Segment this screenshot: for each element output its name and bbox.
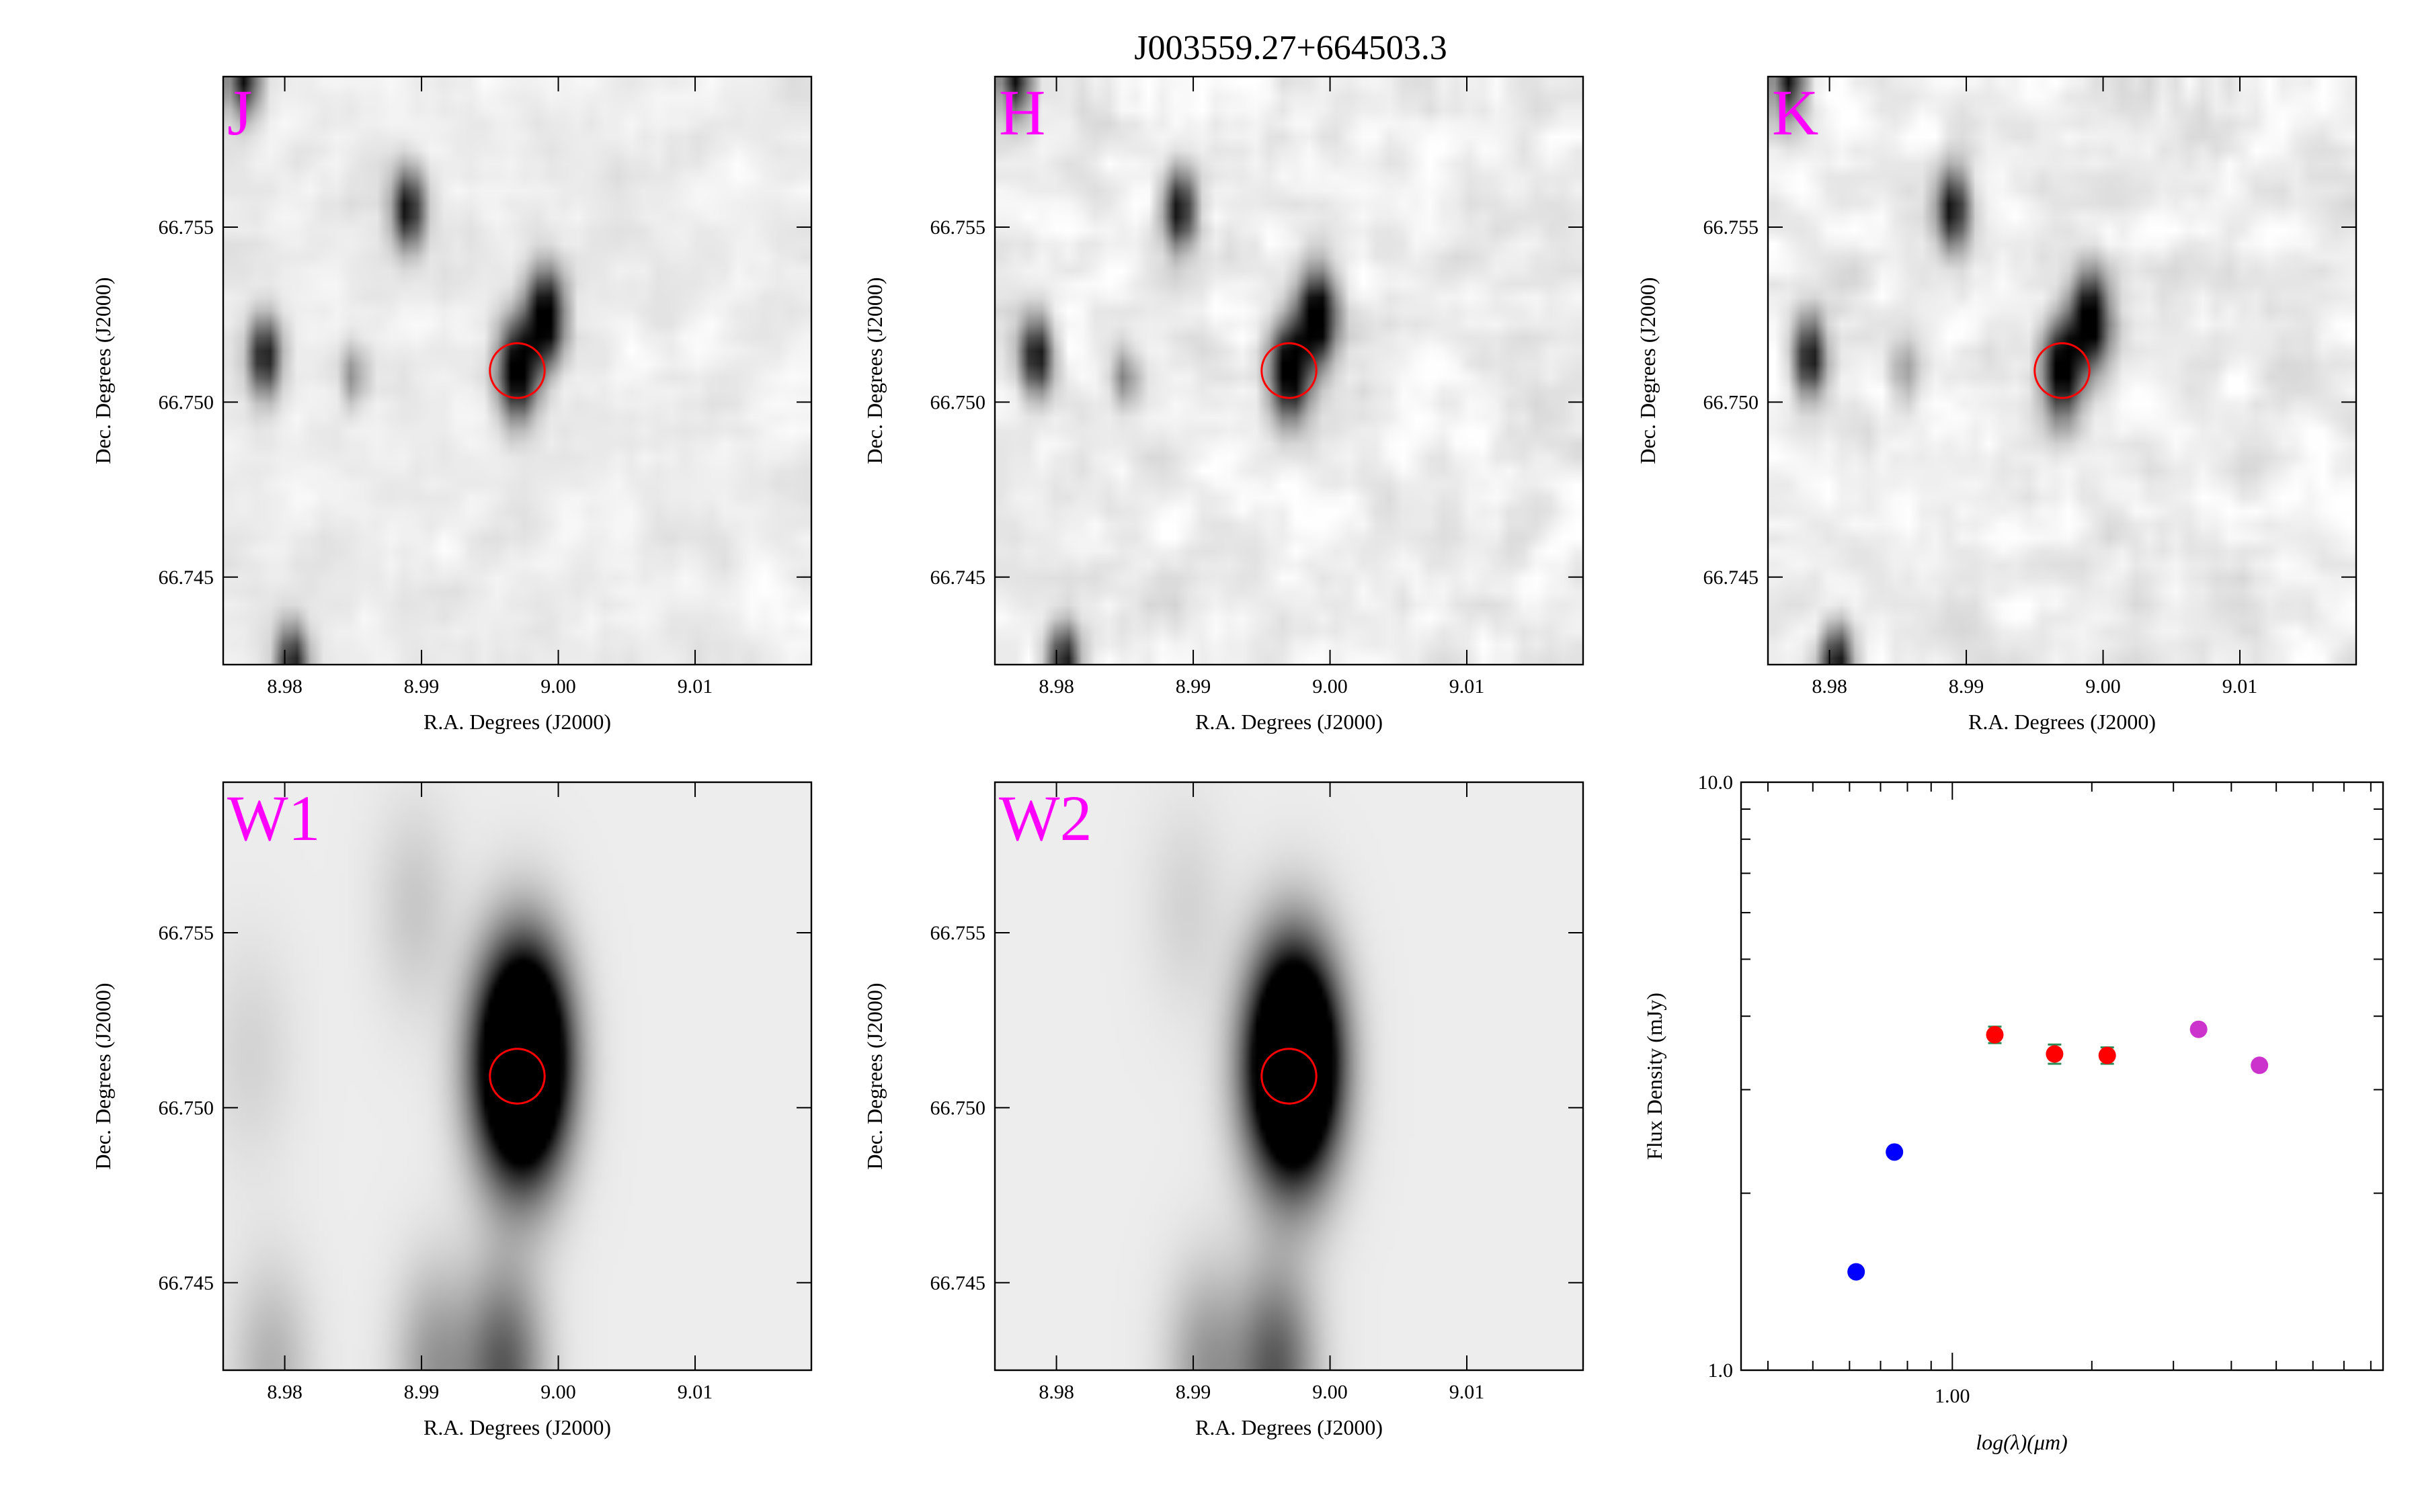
y-tick-label: 66.750 xyxy=(159,1097,214,1119)
figure-title: J003559.27+664503.3 xyxy=(1134,29,1447,67)
x-tick-label: 9.01 xyxy=(1449,675,1485,698)
band-label-k: K xyxy=(1772,77,1818,149)
x-tick-label: 8.99 xyxy=(1176,1381,1211,1403)
y-tick-label: 66.745 xyxy=(159,1272,214,1294)
y-tick-label: 66.750 xyxy=(930,1097,986,1119)
y-tick-label: 66.755 xyxy=(930,922,986,944)
x-tick-label: 8.98 xyxy=(1812,675,1847,698)
sed-data-point xyxy=(2189,1020,2208,1038)
sed-y-tick-label: 10.0 xyxy=(1698,771,1734,794)
x-tick-label: 8.98 xyxy=(1039,675,1074,698)
y-tick-label: 66.750 xyxy=(1703,391,1759,413)
x-tick-label: 9.01 xyxy=(678,1381,713,1403)
target-aperture-circle xyxy=(1260,342,1318,399)
y-tick-label: 66.755 xyxy=(930,216,986,239)
sed-data-point xyxy=(2251,1056,2269,1075)
x-tick-label: 8.99 xyxy=(1176,675,1211,698)
sky-image-h xyxy=(995,77,1583,665)
image-panel-j: J 8.98 8.99 9.00 9.01 66.745 66.750 66.755 R.A. … xyxy=(91,75,813,734)
y-tick-label: 66.745 xyxy=(1703,566,1759,589)
x-tick-label: 8.99 xyxy=(404,675,440,698)
sed-data-point xyxy=(2098,1046,2116,1064)
x-axis-label: R.A. Degrees (J2000) xyxy=(1195,710,1383,734)
image-panel-k: K 8.98 8.99 9.00 9.01 66.745 66.750 66.755 R.A. … xyxy=(1636,75,2357,734)
sed-y-axis-label: Flux Density (mJy) xyxy=(1642,993,1666,1160)
x-tick-label: 9.00 xyxy=(1312,675,1348,698)
target-aperture-circle xyxy=(489,342,546,399)
panel-frame xyxy=(994,781,1584,1372)
x-tick-label: 8.98 xyxy=(1039,1381,1074,1403)
x-tick-label: 9.01 xyxy=(1449,1381,1485,1403)
y-axis-label: Dec. Degrees (J2000) xyxy=(91,277,115,464)
x-tick-label: 9.01 xyxy=(678,675,713,698)
x-tick-label: 8.98 xyxy=(267,675,302,698)
sed-x-tick-label: 1.00 xyxy=(1935,1385,1970,1407)
panel-frame xyxy=(222,75,813,666)
x-tick-label: 9.00 xyxy=(540,675,576,698)
target-aperture-circle xyxy=(489,1048,546,1105)
sed-panel: Flux Density (mJy) log(λ)(μm) 1.0 10.0 1.0… xyxy=(1642,771,2384,1454)
x-axis-label: R.A. Degrees (J2000) xyxy=(1195,1415,1383,1439)
image-panel-h: H 8.98 8.99 9.00 9.01 66.745 66.750 66.755 R.A. … xyxy=(862,75,1584,734)
sky-image-j xyxy=(223,77,811,665)
sed-frame xyxy=(1740,781,2384,1372)
sed-x-axis-label: log(λ)(μm) xyxy=(1976,1430,2068,1454)
y-tick-label: 66.755 xyxy=(159,216,214,239)
y-axis-label: Dec. Degrees (J2000) xyxy=(862,982,887,1169)
panel-frame xyxy=(222,781,813,1372)
y-axis-label: Dec. Degrees (J2000) xyxy=(862,277,887,464)
y-tick-label: 66.750 xyxy=(930,391,986,413)
y-tick-label: 66.755 xyxy=(1703,216,1759,239)
y-tick-label: 66.745 xyxy=(159,566,214,589)
y-axis-label: Dec. Degrees (J2000) xyxy=(1636,277,1660,464)
x-tick-label: 9.00 xyxy=(540,1381,576,1403)
panel-frame xyxy=(994,75,1584,666)
target-aperture-circle xyxy=(1260,1048,1318,1105)
band-label-w1: W1 xyxy=(227,782,321,854)
target-aperture-circle xyxy=(2033,342,2091,399)
x-tick-label: 9.01 xyxy=(2222,675,2258,698)
x-tick-label: 8.99 xyxy=(1949,675,1984,698)
sky-image-w1 xyxy=(223,782,811,1370)
band-label-j: J xyxy=(227,77,252,149)
x-tick-label: 8.98 xyxy=(267,1381,302,1403)
y-tick-label: 66.750 xyxy=(159,391,214,413)
panel-frame xyxy=(1767,75,2357,666)
y-tick-label: 66.745 xyxy=(930,1272,986,1294)
y-tick-label: 66.745 xyxy=(930,566,986,589)
band-label-h: H xyxy=(999,77,1045,149)
sed-data-point xyxy=(1847,1263,1865,1281)
image-panel-w2: W2 8.98 8.99 9.00 9.01 66.745 66.750 66.755 R.A.… xyxy=(862,781,1584,1439)
image-panels: J 8.98 8.99 9.00 9.01 66.745 66.750 66.755 R.A. … xyxy=(91,75,2357,1439)
x-axis-label: R.A. Degrees (J2000) xyxy=(1968,710,2156,734)
x-tick-label: 9.00 xyxy=(1312,1381,1348,1403)
y-axis-label: Dec. Degrees (J2000) xyxy=(91,982,115,1169)
sky-image-w2 xyxy=(995,782,1583,1370)
sky-image-k xyxy=(1768,77,2356,665)
x-tick-label: 9.00 xyxy=(2085,675,2121,698)
sed-data-point xyxy=(1986,1025,2004,1044)
x-tick-label: 8.99 xyxy=(404,1381,440,1403)
sed-data-point xyxy=(1886,1143,1904,1161)
image-panel-w1: W1 8.98 8.99 9.00 9.01 66.745 66.750 66.755 R.A.… xyxy=(91,781,813,1439)
y-tick-label: 66.755 xyxy=(159,922,214,944)
x-axis-label: R.A. Degrees (J2000) xyxy=(424,710,611,734)
sed-y-tick-label: 1.0 xyxy=(1708,1359,1734,1382)
sed-data-point xyxy=(2046,1045,2064,1063)
band-label-w2: W2 xyxy=(999,782,1092,854)
x-axis-label: R.A. Degrees (J2000) xyxy=(424,1415,611,1439)
